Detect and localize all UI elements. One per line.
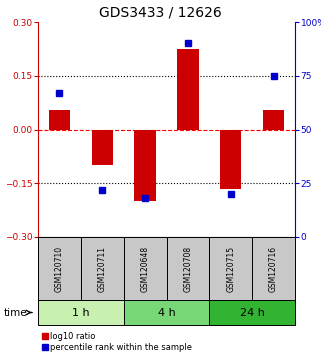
Bar [209, 300, 295, 325]
Bar [124, 237, 167, 300]
Text: GSM120648: GSM120648 [141, 245, 150, 292]
Text: GSM120716: GSM120716 [269, 245, 278, 292]
Text: GSM120710: GSM120710 [55, 245, 64, 292]
Bar [91, 130, 113, 165]
Bar [49, 110, 70, 130]
Bar [167, 237, 209, 300]
Bar [252, 237, 295, 300]
Text: GSM120711: GSM120711 [98, 246, 107, 291]
Text: time: time [3, 308, 27, 318]
Legend: log10 ratio, percentile rank within the sample: log10 ratio, percentile rank within the … [42, 332, 193, 352]
Bar [124, 300, 209, 325]
Text: 24 h: 24 h [240, 308, 265, 318]
Text: GSM120708: GSM120708 [183, 245, 192, 292]
Bar [38, 300, 124, 325]
Bar [177, 49, 199, 130]
Bar [263, 110, 284, 130]
Bar [134, 130, 156, 201]
Text: 1 h: 1 h [72, 308, 90, 318]
Bar [209, 237, 252, 300]
Bar [38, 237, 81, 300]
Text: GDS3433 / 12626: GDS3433 / 12626 [99, 5, 222, 19]
Bar [220, 130, 241, 189]
Text: 4 h: 4 h [158, 308, 175, 318]
Text: GSM120715: GSM120715 [226, 245, 235, 292]
Bar [81, 237, 124, 300]
